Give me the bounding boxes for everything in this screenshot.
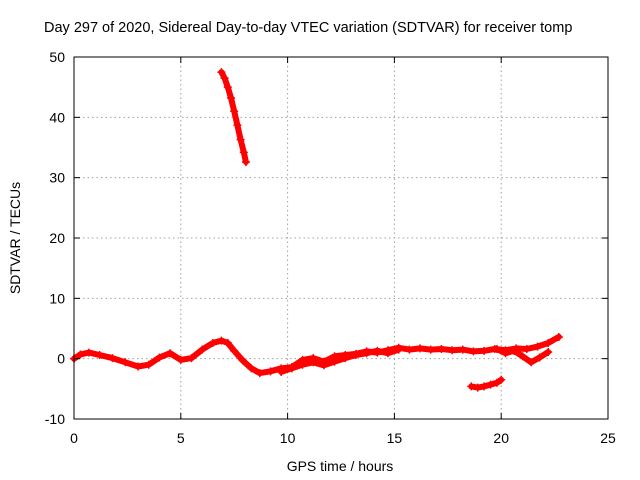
data-point bbox=[473, 383, 482, 392]
data-point bbox=[480, 346, 489, 355]
series-arc-dip bbox=[277, 345, 403, 376]
y-tick-label: 50 bbox=[49, 49, 65, 65]
data-point bbox=[426, 345, 435, 354]
x-tick-label: 10 bbox=[280, 430, 296, 446]
data-point bbox=[522, 345, 531, 354]
data-point bbox=[501, 349, 510, 358]
data-point bbox=[277, 367, 286, 376]
data-point bbox=[458, 345, 467, 354]
y-tick-label: 20 bbox=[49, 230, 65, 246]
data-point bbox=[144, 360, 153, 369]
data-point bbox=[535, 353, 544, 362]
data-point bbox=[223, 338, 232, 347]
data-point bbox=[405, 345, 414, 354]
data-point bbox=[255, 369, 264, 378]
data-point bbox=[247, 364, 256, 373]
y-tick-label: 40 bbox=[49, 109, 65, 125]
data-point bbox=[217, 336, 226, 345]
data-point bbox=[198, 345, 207, 354]
data-point bbox=[544, 338, 553, 347]
data-point bbox=[220, 74, 229, 83]
data-point bbox=[108, 354, 117, 363]
y-tick-label: -10 bbox=[45, 411, 65, 427]
series-arc-low bbox=[467, 375, 506, 392]
x-tick-label: 20 bbox=[493, 430, 509, 446]
y-tick-label: 0 bbox=[57, 351, 65, 367]
series-arc-steep bbox=[217, 68, 250, 166]
y-tick-label: 10 bbox=[49, 290, 65, 306]
y-tick-label: 30 bbox=[49, 170, 65, 186]
grid bbox=[74, 57, 608, 419]
data-point bbox=[241, 157, 250, 166]
data-point bbox=[236, 135, 245, 144]
data-point bbox=[223, 83, 232, 92]
data-point bbox=[330, 357, 339, 366]
data-point bbox=[230, 346, 239, 355]
ticks: 0 5 10 15 20 25 -10 0 10 20 30 40 50 bbox=[45, 49, 616, 446]
data-point bbox=[383, 349, 392, 358]
data-point bbox=[362, 349, 371, 358]
data-point bbox=[527, 358, 536, 367]
data-point bbox=[238, 356, 247, 365]
data-point bbox=[486, 380, 495, 389]
data-point bbox=[544, 348, 553, 357]
data-point bbox=[287, 364, 296, 373]
x-tick-label: 5 bbox=[177, 430, 185, 446]
data-point bbox=[217, 68, 226, 77]
data-point bbox=[416, 344, 425, 353]
data-point bbox=[341, 354, 350, 363]
data-point bbox=[467, 382, 476, 391]
data-point bbox=[510, 346, 519, 355]
data-point bbox=[437, 345, 446, 354]
x-axis-label: GPS time / hours bbox=[287, 458, 394, 474]
data-point bbox=[95, 351, 104, 360]
data-point bbox=[319, 361, 328, 370]
data-point bbox=[448, 346, 457, 355]
data-point bbox=[492, 378, 501, 387]
x-tick-label: 25 bbox=[600, 430, 616, 446]
x-tick-label: 15 bbox=[387, 430, 403, 446]
data-point bbox=[492, 345, 501, 354]
data-point bbox=[166, 349, 175, 358]
data-point bbox=[155, 353, 164, 362]
data-point bbox=[266, 367, 275, 376]
y-axis-label: SDTVAR / TECUs bbox=[7, 182, 23, 294]
data-point bbox=[480, 382, 489, 391]
data-point bbox=[226, 94, 235, 103]
data-point bbox=[497, 375, 506, 384]
x-tick-label: 0 bbox=[70, 430, 78, 446]
data-point bbox=[84, 348, 93, 357]
data-point bbox=[187, 354, 196, 363]
data-point bbox=[373, 346, 382, 355]
data-point bbox=[233, 121, 242, 130]
data-point bbox=[208, 338, 217, 347]
data-point bbox=[554, 332, 563, 341]
data-point bbox=[309, 358, 318, 367]
data-point bbox=[394, 345, 403, 354]
series-arc-tail-a bbox=[492, 345, 553, 367]
data-point bbox=[176, 355, 185, 364]
data-point bbox=[298, 360, 307, 369]
chart-title: Day 297 of 2020, Sidereal Day-to-day VTE… bbox=[44, 20, 572, 36]
data-point bbox=[351, 351, 360, 360]
data-point bbox=[121, 358, 130, 367]
data-point bbox=[230, 107, 239, 116]
series-layer bbox=[70, 68, 563, 392]
data-point bbox=[533, 342, 542, 351]
data-point bbox=[134, 362, 143, 371]
data-point bbox=[518, 352, 527, 361]
data-point bbox=[239, 148, 248, 157]
data-point bbox=[469, 347, 478, 356]
data-point bbox=[76, 350, 85, 359]
